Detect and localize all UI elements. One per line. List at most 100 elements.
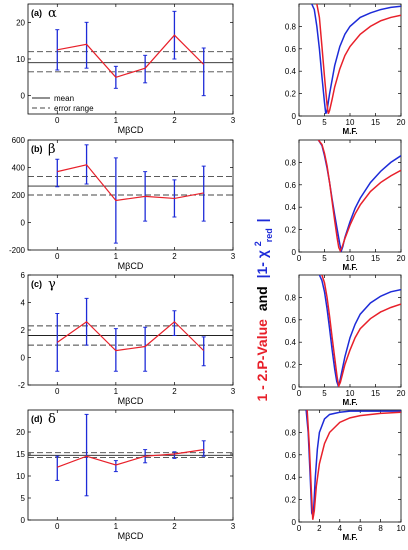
plot-frame	[27, 409, 234, 521]
x-axis-label: MβCD	[118, 125, 144, 135]
x-axis-label: MβCD	[118, 261, 144, 271]
fit-panel-1: 0 5 10 15 20 0 0.2 0.4 0.6 0.8 M.F.	[285, 3, 406, 136]
y-tick-label: 0.8	[285, 158, 297, 167]
x-tick-label: 3	[231, 252, 236, 261]
pvalue-curve	[316, 4, 401, 115]
y-tick-label: 0	[21, 92, 26, 101]
y-tick-label: 0.4	[285, 67, 297, 76]
param-panel-3: 0 1 2 3 -2 0 2 4 6 MβCD (c) γ	[18, 271, 236, 406]
x-tick-label: 15	[371, 118, 380, 127]
y-tick-label: 0	[292, 112, 297, 121]
y-tick-label: 0	[292, 248, 297, 257]
x-tick-label: 2	[172, 116, 177, 125]
x-tick-label: 20	[397, 389, 406, 398]
shared-ylabel: 1 - 2.P-Value and |1- χ 2 red |	[248, 218, 275, 401]
fit-panel-2: 0 5 10 15 20 0 0.2 0.4 0.6 0.8 M.F.	[285, 139, 406, 272]
x-tick-label: 0	[55, 387, 60, 396]
y-tick-label: 5	[21, 494, 26, 503]
x-tick-label: 20	[397, 254, 406, 263]
ylabel-and: and	[254, 286, 270, 311]
data-line	[57, 34, 205, 79]
y-tick-label: 0.4	[285, 473, 297, 482]
panel-greek: γ	[48, 277, 56, 292]
x-tick-label: 1	[114, 116, 119, 125]
fit-panel-4: 0 2 4 6 8 10 0 0.2 0.4 0.6 0.8 M.F.	[285, 409, 406, 542]
pvalue-curve	[321, 275, 401, 387]
pvalue-curve	[306, 410, 401, 520]
x-tick-label: 5	[322, 389, 327, 398]
x-axis-label: M.F.	[342, 263, 357, 272]
x-tick-label: 4	[338, 524, 343, 533]
x-axis-label: M.F.	[342, 398, 357, 407]
data-line	[57, 164, 204, 202]
x-tick-label: 0	[297, 254, 302, 263]
y-tick-label: 0.6	[285, 316, 297, 325]
y-tick-label: 0.2	[285, 361, 297, 370]
legend-mean-label: mean	[54, 94, 74, 103]
y-tick-label: 0.2	[285, 226, 297, 235]
x-tick-label: 10	[397, 524, 406, 533]
plot-frame	[27, 274, 234, 386]
y-tick-label: 0.8	[285, 22, 297, 31]
y-tick-label: 4	[21, 299, 26, 308]
x-tick-label: 5	[322, 118, 327, 127]
y-tick-label: 10	[16, 472, 25, 481]
param-panel-4: 0 1 2 3 0 5 10 15 20 MβCD (d) δ	[16, 409, 236, 541]
ylabel-chi-suffix: |	[254, 218, 270, 222]
y-tick-label: 10	[16, 55, 25, 64]
x-tick-label: 3	[231, 387, 236, 396]
plot-frame	[298, 274, 402, 388]
x-tick-label: 15	[371, 389, 380, 398]
x-tick-label: 2	[172, 522, 177, 531]
y-tick-label: 0	[292, 518, 297, 527]
fit-panel-3: 0 5 10 15 20 0 0.2 0.4 0.6 0.8 M.F.	[285, 274, 406, 407]
data-line	[57, 449, 204, 468]
x-tick-label: 15	[371, 254, 380, 263]
y-tick-label: 15	[16, 450, 25, 459]
y-tick-label: 20	[16, 428, 25, 437]
x-tick-label: 0	[297, 524, 302, 533]
plot-frame	[298, 409, 402, 523]
ylabel-chi-sub: red	[264, 228, 274, 242]
x-tick-label: 1	[114, 522, 119, 531]
ylabel-chi-sup: 2	[253, 241, 263, 246]
panel-greek: α	[48, 6, 57, 21]
data-line	[56, 320, 205, 352]
plot-frame	[298, 139, 402, 253]
pvalue-curve	[317, 140, 401, 252]
panel-label: (c)	[31, 279, 42, 289]
x-tick-label: 0	[297, 118, 302, 127]
panel-label: (a)	[31, 8, 42, 18]
x-tick-label: 2	[317, 524, 322, 533]
x-tick-label: 20	[397, 118, 406, 127]
y-tick-label: 0.2	[285, 496, 297, 505]
y-tick-label: -200	[9, 246, 26, 255]
y-tick-label: 200	[12, 191, 26, 200]
chi-curve	[318, 275, 401, 387]
panel-greek: δ	[48, 412, 56, 427]
x-tick-label: 0	[55, 116, 60, 125]
panel-greek: β	[48, 142, 56, 157]
y-tick-label: 6	[21, 271, 26, 280]
y-tick-label: 0	[292, 383, 297, 392]
x-tick-label: 0	[297, 389, 302, 398]
panel-label: (d)	[31, 414, 43, 424]
x-tick-label: 1	[114, 387, 119, 396]
x-tick-label: 2	[172, 387, 177, 396]
x-tick-label: 10	[346, 118, 355, 127]
x-tick-label: 5	[322, 254, 327, 263]
y-tick-label: -2	[18, 381, 26, 390]
x-tick-label: 10	[346, 389, 355, 398]
x-tick-label: 3	[231, 522, 236, 531]
ylabel-chi-prefix: |1-	[254, 258, 270, 278]
x-tick-label: 1	[114, 252, 119, 261]
y-tick-label: 0	[21, 354, 26, 363]
x-tick-label: 0	[55, 522, 60, 531]
x-tick-label: 2	[172, 252, 177, 261]
y-tick-label: 0.8	[285, 428, 297, 437]
plot-frame	[298, 3, 402, 117]
y-tick-label: 0.6	[285, 45, 297, 54]
x-axis-label: MβCD	[118, 396, 144, 406]
